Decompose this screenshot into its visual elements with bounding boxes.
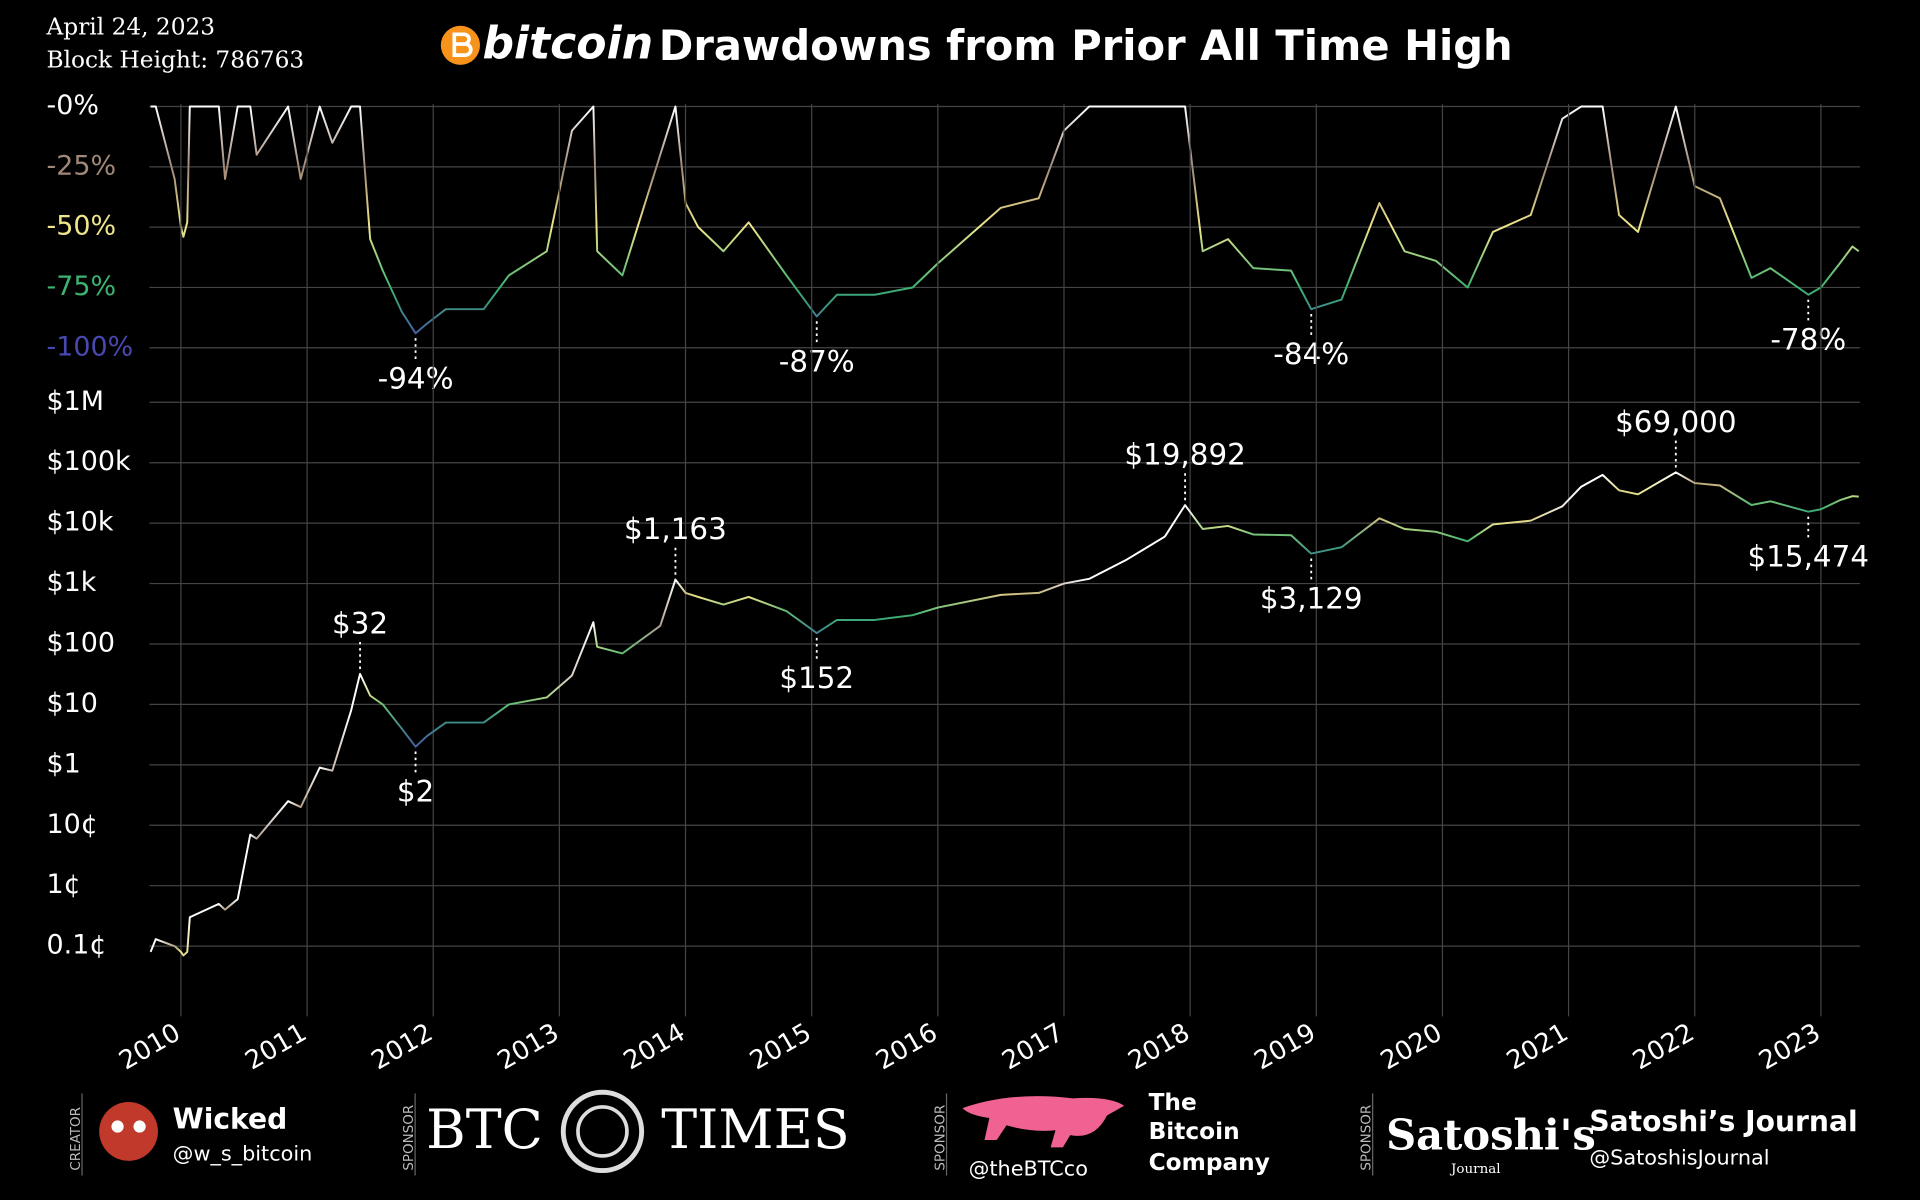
annotation-label: $1,163 (624, 512, 727, 546)
annotation-label: -94% (378, 361, 454, 395)
annotation-label: $3,129 (1260, 582, 1363, 616)
x-tick-label: 2013 (493, 1018, 565, 1077)
y-tick-label: $1k (47, 567, 97, 598)
tbc-logo (962, 1096, 1125, 1148)
sj-logo-sub: Journal (1449, 1162, 1501, 1177)
tbc-handle: @theBTCco (969, 1156, 1088, 1180)
bitcoin-logo-mark (452, 32, 473, 57)
bitcoin-logo-text: bitcoin (482, 19, 653, 70)
annotation-label: $19,892 (1124, 438, 1245, 472)
tbc-name: The (1149, 1089, 1197, 1116)
y-tick-label: -100% (47, 331, 134, 362)
y-tick-label: $10 (47, 688, 98, 719)
plot: -0% -25% -50% -75% -100% -94% -87% -84% -78% $1M $… (47, 90, 1869, 1076)
y-tick-label: -0% (47, 90, 99, 121)
sponsor-tag: SPONSOR (1360, 1105, 1375, 1171)
y-tick-label: $1 (47, 748, 81, 779)
annotation-label: $2 (397, 775, 434, 809)
btc-times-emblem (560, 1089, 645, 1174)
y-tick-label: $10k (47, 507, 114, 538)
x-tick-label: 2020 (1376, 1018, 1448, 1077)
x-tick-label: 2012 (366, 1018, 438, 1077)
creator-name: Wicked (173, 1102, 288, 1135)
x-tick-label: 2017 (997, 1018, 1069, 1077)
annotation-label: $15,474 (1748, 540, 1869, 574)
x-tick-label: 2015 (745, 1018, 817, 1077)
data-line (149, 471, 1859, 957)
x-tick-label: 2011 (240, 1018, 312, 1077)
btc-times-left: BTC (426, 1098, 543, 1161)
tbc-name: Company (1149, 1149, 1270, 1176)
annotation-label: -78% (1770, 323, 1846, 357)
y-tick-label: $1M (47, 386, 104, 417)
y-tick-label: 0.1¢ (47, 930, 107, 961)
y-tick-label: -75% (47, 271, 117, 302)
sponsor-tag: SPONSOR (933, 1105, 948, 1171)
x-tick-label: 2023 (1754, 1018, 1826, 1077)
creator-avatar-eye (133, 1120, 146, 1133)
y-tick-label: 1¢ (47, 869, 81, 900)
annotation-label: $152 (779, 661, 854, 695)
y-tick-label: 10¢ (47, 809, 98, 840)
x-tick-label: 2019 (1249, 1018, 1321, 1077)
x-tick-label: 2021 (1502, 1018, 1574, 1077)
annotation-label: -84% (1273, 337, 1349, 371)
block-height: Block Height: 786763 (47, 47, 305, 74)
creator-avatar-eye (111, 1120, 124, 1133)
annotation-label: -87% (779, 344, 855, 378)
creator-avatar (99, 1102, 158, 1161)
data-line (150, 105, 1860, 335)
sj-logo: Satoshi's (1386, 1110, 1596, 1159)
x-tick-label: 2010 (114, 1018, 186, 1077)
x-tick-label: 2022 (1628, 1018, 1700, 1077)
date: April 24, 2023 (46, 14, 216, 41)
btc-times-emblem (576, 1105, 629, 1158)
chart-title: Drawdowns from Prior All Time High (659, 21, 1513, 70)
creator-handle: @w_s_bitcoin (173, 1142, 313, 1166)
tbc-name: Bitcoin (1149, 1118, 1240, 1145)
x-tick-label: 2016 (871, 1018, 943, 1077)
annotation-label: $32 (332, 606, 388, 640)
y-tick-label: -25% (47, 150, 117, 181)
creator-tag: CREATOR (69, 1107, 84, 1171)
sj-name: Satoshi’s Journal (1589, 1105, 1857, 1138)
sj-handle: @SatoshisJournal (1589, 1145, 1769, 1169)
btc-times-right: TIMES (661, 1098, 850, 1161)
footer: CREATOR Wicked @w_s_bitcoin SPONSOR BTC … (69, 1089, 1858, 1181)
y-tick-label: -50% (47, 211, 117, 242)
y-tick-label: $100 (47, 627, 116, 658)
sponsor-tag: SPONSOR (402, 1105, 417, 1171)
annotation-label: $69,000 (1615, 405, 1736, 439)
x-tick-label: 2018 (1123, 1018, 1195, 1077)
y-tick-label: $100k (47, 446, 132, 477)
x-tick-label: 2014 (619, 1018, 691, 1077)
